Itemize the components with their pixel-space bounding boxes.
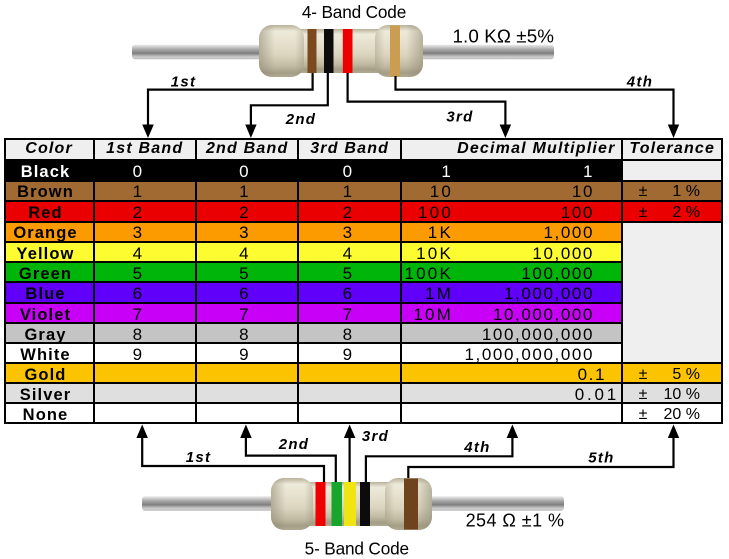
svg-text:1.0 KΩ ±5%: 1.0 KΩ ±5% — [453, 25, 555, 46]
svg-text:2nd: 2nd — [285, 111, 317, 128]
svg-text:4- Band Code: 4- Band Code — [302, 2, 406, 22]
svg-text:2nd: 2nd — [278, 436, 310, 453]
svg-text:5- Band Code: 5- Band Code — [305, 538, 409, 558]
svg-text:3rd: 3rd — [362, 428, 389, 445]
svg-text:4th: 4th — [463, 439, 490, 456]
svg-text:3rd: 3rd — [446, 108, 473, 125]
svg-text:1st: 1st — [186, 449, 212, 466]
svg-text:1st: 1st — [171, 74, 197, 91]
svg-text:4th: 4th — [626, 74, 653, 91]
svg-text:254 Ω ±1 %: 254 Ω ±1 % — [466, 511, 565, 531]
svg-text:5th: 5th — [588, 450, 614, 467]
